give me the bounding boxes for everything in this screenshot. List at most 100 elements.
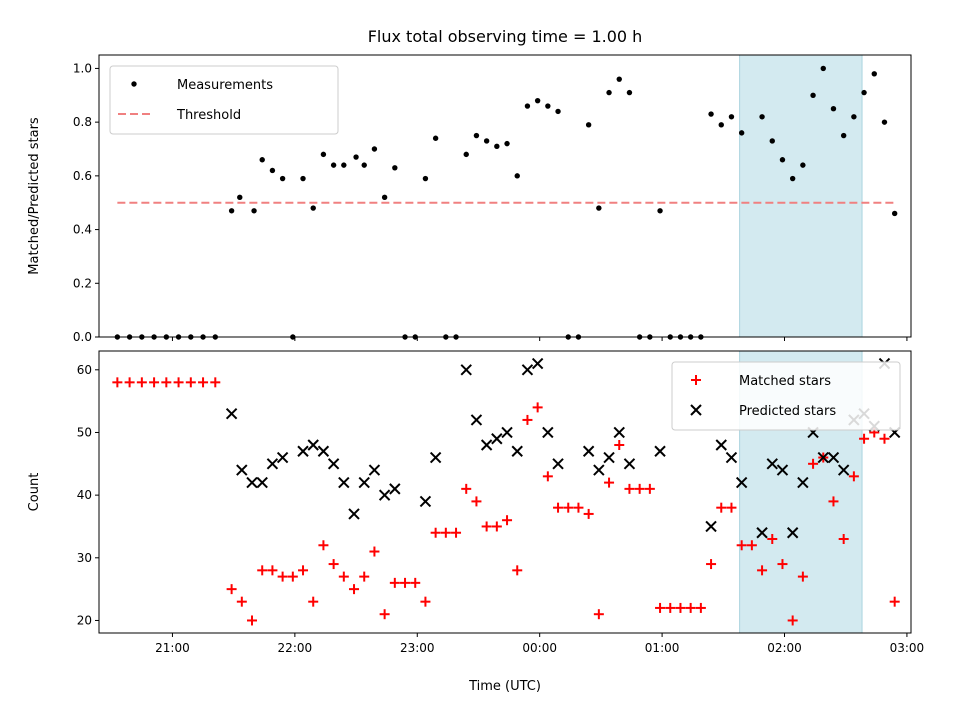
- measurement-point: [861, 89, 867, 96]
- matched-star-point: [542, 471, 553, 482]
- predicted-star-point: [817, 451, 829, 464]
- y-axis-label: Count: [27, 473, 42, 512]
- chart-title: Flux total observing time = 1.00 h: [368, 27, 643, 46]
- measurement-point: [779, 157, 786, 163]
- x-tick-label: 01:00: [645, 641, 680, 655]
- measurement-point: [718, 122, 724, 128]
- measurement-point: [392, 165, 398, 171]
- y-tick-label: 0.8: [73, 115, 92, 129]
- matched-star-point: [583, 508, 594, 519]
- matched-star-point: [247, 615, 258, 626]
- predicted-star-point: [827, 451, 840, 464]
- matched-star-point: [173, 377, 184, 388]
- plot-marks: [112, 357, 901, 626]
- measurement-point: [830, 106, 837, 112]
- y-tick-label: 1.0: [73, 61, 92, 75]
- matched-star-point: [430, 527, 441, 538]
- matched-star-point: [161, 377, 172, 388]
- predicted-star-point: [276, 451, 289, 464]
- y-tick-label: 30: [77, 551, 92, 565]
- matched-star-point: [675, 602, 686, 613]
- measurement-point: [463, 151, 469, 158]
- measurement-point: [422, 175, 429, 182]
- measurement-point: [300, 175, 306, 182]
- matched-star-point: [440, 527, 451, 538]
- x-tick-label: 23:00: [400, 641, 435, 655]
- matched-star-point: [236, 596, 247, 607]
- measurement-point: [320, 151, 327, 158]
- matched-star-point: [553, 502, 564, 513]
- matched-star-point: [624, 483, 635, 494]
- matched-star-point: [787, 615, 798, 626]
- legend-label: Predicted stars: [739, 404, 836, 419]
- matched-star-point: [777, 559, 788, 570]
- predicted-star-point: [654, 445, 666, 457]
- predicted-star-point: [307, 439, 319, 451]
- predicted-star-point: [725, 451, 738, 464]
- predicted-star-point: [460, 364, 472, 376]
- matched-star-point: [257, 565, 268, 576]
- predicted-star-point: [297, 445, 309, 457]
- predicted-star-point: [389, 483, 401, 495]
- matched-star-point: [481, 521, 492, 532]
- measurement-point: [251, 208, 257, 214]
- predicted-star-point: [531, 357, 544, 370]
- matched-star-point: [226, 584, 237, 595]
- measurement-point: [524, 103, 531, 109]
- measurement-point: [330, 162, 337, 168]
- x-tick-label: 21:00: [155, 641, 190, 655]
- measurement-point: [789, 175, 796, 182]
- predicted-star-point: [593, 464, 605, 476]
- matched-star-point: [328, 559, 339, 570]
- matched-star-point: [716, 502, 727, 513]
- matched-star-point: [420, 596, 431, 607]
- predicted-star-point: [613, 426, 625, 439]
- predicted-star-point: [511, 445, 523, 457]
- measurement-point: [769, 138, 775, 144]
- matched-star-point: [112, 377, 123, 388]
- ratio-panel: 0.0 0.2 0.4 0.6 0.8 1.0 Matched/Predicted sta…: [27, 54, 912, 344]
- matched-star-point: [149, 377, 160, 388]
- measurement-point: [341, 162, 347, 168]
- x-tick-label: 00:00: [522, 641, 557, 655]
- matched-star-point: [655, 602, 666, 613]
- measurement-point: [810, 92, 816, 98]
- measurement-point: [381, 194, 388, 201]
- predicted-star-point: [480, 439, 493, 451]
- predicted-star-point: [501, 426, 513, 439]
- matched-star-point: [746, 540, 757, 551]
- predicted-star-point: [542, 426, 554, 439]
- measurement-point: [871, 71, 877, 77]
- matched-star-point: [879, 433, 890, 444]
- y-tick-label: 50: [77, 425, 92, 439]
- measurement-point: [432, 135, 439, 141]
- predicted-star-point: [756, 527, 768, 539]
- matched-star-point: [136, 377, 147, 388]
- highlight-span: [739, 54, 863, 338]
- measurement-point: [881, 119, 888, 125]
- legend-label: Threshold: [176, 108, 241, 123]
- matched-star-point: [726, 502, 737, 513]
- matched-star-point: [471, 496, 482, 507]
- matched-star-point: [502, 515, 513, 526]
- measurement-point: [269, 167, 276, 174]
- matched-star-point: [369, 546, 380, 557]
- predicted-star-point: [582, 445, 595, 457]
- matched-star-point: [277, 571, 288, 582]
- matched-star-point: [563, 502, 574, 513]
- measurement-point: [840, 132, 847, 139]
- measurement-point: [504, 140, 510, 147]
- matched-star-point: [379, 609, 390, 620]
- matched-star-point: [389, 577, 400, 588]
- matched-star-point: [349, 584, 360, 595]
- matched-star-point: [267, 565, 278, 576]
- matched-star-point: [634, 483, 645, 494]
- matched-star-point: [644, 483, 655, 494]
- matched-star-point: [198, 377, 209, 388]
- predicted-star-point: [786, 527, 799, 539]
- measurement-point: [596, 205, 602, 211]
- x-tick-label: 22:00: [278, 641, 313, 655]
- matched-star-point: [210, 377, 221, 388]
- measurement-point: [371, 146, 378, 152]
- y-tick-label: 0.2: [73, 276, 92, 290]
